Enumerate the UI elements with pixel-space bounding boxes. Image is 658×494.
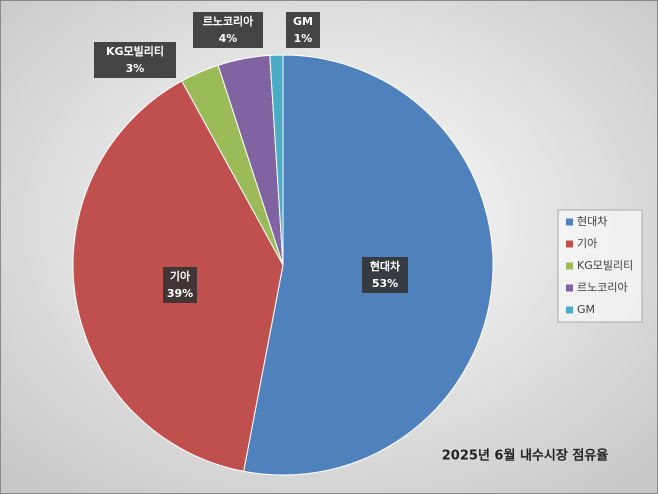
chart-title: 2025년 6월 내수시장 점유율 bbox=[442, 448, 608, 464]
legend-marker bbox=[566, 284, 573, 292]
legend-label: KG모빌리티 bbox=[577, 259, 633, 272]
legend-marker bbox=[566, 218, 573, 226]
data-label-box bbox=[193, 12, 263, 48]
data-label-name: 현대차 bbox=[370, 259, 401, 273]
legend-label: 기아 bbox=[577, 237, 597, 250]
legend-label: 르노코리아 bbox=[577, 281, 628, 294]
pie-slice bbox=[269, 54, 284, 266]
legend-marker bbox=[566, 262, 573, 270]
data-label-value: 3% bbox=[126, 62, 145, 75]
data-label-name: 르노코리아 bbox=[203, 14, 254, 28]
data-label-box bbox=[362, 257, 408, 293]
legend-label: GM bbox=[577, 303, 595, 316]
data-label-box bbox=[163, 267, 197, 303]
data-label-name: 기아 bbox=[170, 269, 191, 283]
legend-label: 현대차 bbox=[577, 215, 607, 228]
data-label-value: 39% bbox=[167, 287, 193, 300]
legend-marker bbox=[566, 306, 573, 314]
data-label-value: 1% bbox=[294, 32, 313, 45]
data-label-value: 53% bbox=[372, 277, 398, 290]
data-label-box bbox=[94, 42, 176, 78]
data-label-box bbox=[286, 12, 320, 48]
legend-marker bbox=[566, 240, 573, 248]
data-label-name: GM bbox=[293, 15, 313, 28]
data-label-name: KG모빌리티 bbox=[106, 44, 164, 58]
data-label-value: 4% bbox=[219, 32, 238, 45]
